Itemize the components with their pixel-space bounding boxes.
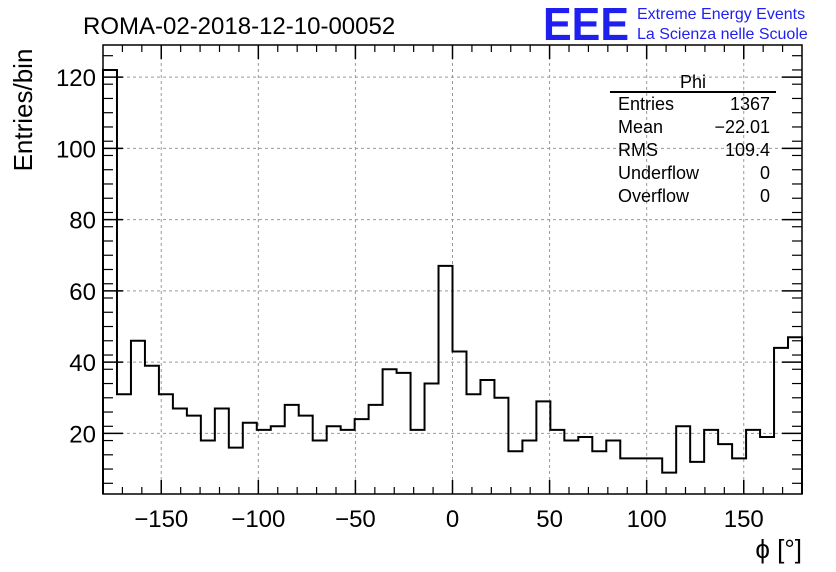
axis-ticks: [103, 45, 802, 494]
y-tick-labels: 20 40 60 80 100 120: [56, 65, 96, 448]
y-tick-label: 40: [69, 350, 96, 377]
logo-mark: EEE: [543, 0, 629, 50]
stats-box: Phi Entries 1367 Mean −22.01 RMS 109.4 Underfl…: [610, 72, 776, 206]
stats-label: Mean: [618, 117, 663, 137]
x-tick-label: 50: [536, 506, 563, 533]
x-axis-label: ϕ [°]: [755, 534, 802, 564]
x-tick-label: −50: [335, 506, 376, 533]
stats-value: 0: [760, 163, 770, 183]
y-tick-label: 20: [69, 421, 96, 448]
x-tick-label: 0: [446, 506, 459, 533]
stats-value: 109.4: [725, 140, 770, 160]
x-tick-label: 100: [627, 506, 667, 533]
grid: [103, 45, 802, 494]
y-tick-label: 60: [69, 279, 96, 306]
stats-label: Overflow: [618, 186, 690, 206]
x-tick-label: −150: [134, 506, 188, 533]
logo-line1: Extreme Energy Events: [637, 6, 805, 23]
stats-label: Entries: [618, 94, 674, 114]
y-tick-label: 120: [56, 65, 96, 92]
stats-rows: Entries 1367 Mean −22.01 RMS 109.4 Underflow 0 O…: [618, 94, 770, 206]
y-tick-label: 100: [56, 136, 96, 163]
plot-frame: [102, 44, 803, 495]
stats-label: Underflow: [618, 163, 700, 183]
x-tick-label: 150: [724, 506, 764, 533]
histogram-line: [102, 68, 803, 494]
stats-value: 0: [760, 186, 770, 206]
stats-value: −22.01: [714, 117, 770, 137]
logo-line2: La Scienza nelle Scuole: [637, 26, 808, 43]
y-tick-label: 80: [69, 208, 96, 235]
chart-title: ROMA-02-2018-12-10-00052: [83, 13, 395, 40]
eee-logo: EEE Extreme Energy Events La Scienza nel…: [543, 0, 808, 50]
x-tick-label: −100: [231, 506, 285, 533]
stats-value: 1367: [730, 94, 770, 114]
y-axis-label: Entries/bin: [8, 49, 38, 172]
stats-title: Phi: [680, 72, 706, 92]
x-tick-labels: −150 −100 −50 0 50 100 150: [134, 506, 764, 533]
stats-label: RMS: [618, 140, 658, 160]
